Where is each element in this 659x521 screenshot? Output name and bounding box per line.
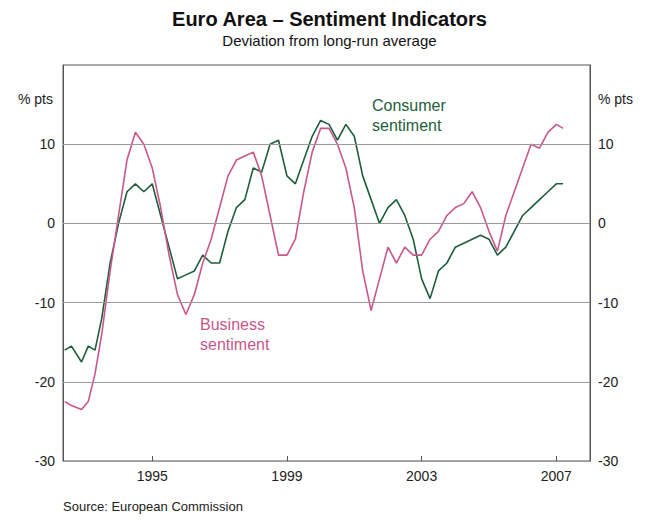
svg-text:10: 10 xyxy=(598,136,614,152)
svg-text:% pts: % pts xyxy=(598,91,633,107)
svg-text:Source: European Commission: Source: European Commission xyxy=(63,499,243,514)
svg-text:-10: -10 xyxy=(35,295,55,311)
svg-text:1999: 1999 xyxy=(271,468,302,484)
svg-text:Business: Business xyxy=(200,316,265,333)
svg-text:-10: -10 xyxy=(598,295,618,311)
svg-text:0: 0 xyxy=(47,215,55,231)
svg-text:0: 0 xyxy=(598,215,606,231)
svg-text:10: 10 xyxy=(39,136,55,152)
svg-text:% pts: % pts xyxy=(18,91,53,107)
svg-text:sentiment: sentiment xyxy=(372,117,442,134)
svg-text:1995: 1995 xyxy=(137,468,168,484)
svg-text:Deviation from long-run averag: Deviation from long-run average xyxy=(222,32,436,49)
svg-text:-30: -30 xyxy=(35,453,55,469)
svg-text:Consumer: Consumer xyxy=(372,97,446,114)
svg-text:2007: 2007 xyxy=(541,468,572,484)
svg-text:-30: -30 xyxy=(598,453,618,469)
svg-text:Euro Area – Sentiment Indicato: Euro Area – Sentiment Indicators xyxy=(172,8,487,30)
svg-text:2003: 2003 xyxy=(406,468,437,484)
svg-text:-20: -20 xyxy=(35,374,55,390)
svg-text:-20: -20 xyxy=(598,374,618,390)
svg-text:sentiment: sentiment xyxy=(200,336,270,353)
